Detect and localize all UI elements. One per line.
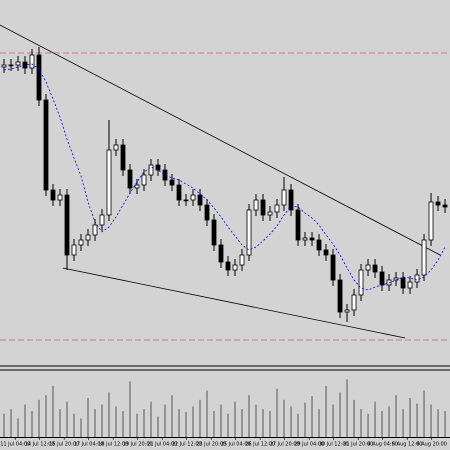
candle-body: [330, 254, 336, 281]
x-tick-label: 6 Aug 20:00: [416, 442, 447, 448]
candle-body: [218, 244, 224, 263]
x-tick-label: 15 Jul 20:00: [49, 442, 79, 448]
candle-body: [36, 54, 42, 101]
candle-body: [274, 204, 280, 213]
candle-body: [8, 64, 14, 67]
candle-body: [344, 309, 350, 313]
candle-body: [386, 279, 392, 286]
candle-body: [442, 204, 448, 208]
candle-body: [400, 277, 406, 289]
candle-body: [190, 194, 196, 201]
candle-body: [337, 279, 343, 313]
candle-body: [29, 54, 35, 69]
x-tick-label: 11 Jul 04:00: [0, 442, 30, 448]
moving-average: [3, 63, 446, 291]
candle-body: [78, 239, 84, 246]
candle-body: [253, 199, 259, 211]
x-tick-label: 19 Jul 20:00: [123, 442, 153, 448]
candle-body: [414, 274, 420, 283]
candle-body: [407, 281, 413, 289]
x-tick-label: 29 Jul 04:00: [294, 442, 324, 448]
candle-body: [43, 99, 49, 191]
candle-body: [267, 211, 273, 216]
candle-body: [281, 189, 287, 206]
candle-body: [71, 244, 77, 256]
trendline: [0, 24, 441, 256]
candle-body: [309, 237, 315, 241]
candle-body: [162, 169, 168, 181]
candle-body: [92, 224, 98, 236]
x-tick-label: 27 Jul 20:00: [270, 442, 300, 448]
candle-body: [148, 164, 154, 176]
candle-body: [1, 64, 7, 68]
candle-body: [365, 264, 371, 271]
x-tick-label: 23 Jul 20:00: [196, 442, 226, 448]
candle-body: [113, 144, 119, 151]
candle-body: [246, 209, 252, 256]
candle-body: [323, 249, 329, 256]
x-tick-label: 30 Jul 12:00: [319, 442, 349, 448]
trendline: [62, 267, 406, 339]
candle-body: [176, 184, 182, 201]
candle-body: [428, 201, 434, 241]
x-tick-label: 21 Jul 04:00: [147, 442, 177, 448]
x-tick-label: 26 Jul 12:00: [245, 442, 275, 448]
candle-body: [106, 149, 112, 216]
x-tick-label: 17 Jul 04:00: [74, 442, 104, 448]
x-tick-label: 22 Jul 12:00: [172, 442, 202, 448]
candle-body: [379, 271, 385, 286]
candle-body: [358, 269, 364, 296]
candle-body: [169, 179, 175, 186]
candle-body: [127, 169, 133, 189]
candle-body: [134, 184, 140, 189]
candle-body: [421, 239, 427, 276]
candle-body: [372, 264, 378, 273]
candle-body: [302, 237, 308, 241]
candle-body: [64, 194, 70, 256]
candle-body: [50, 189, 56, 201]
candle-body: [435, 201, 441, 206]
x-tick-label: 31 Jul 20:00: [343, 442, 373, 448]
candle-body: [295, 209, 301, 241]
candle-body: [155, 164, 161, 171]
candle-body: [85, 234, 91, 241]
x-tick-label: 4 Aug 04:00: [367, 442, 398, 448]
candle-body: [288, 189, 294, 211]
candle-body: [120, 144, 126, 171]
candle-body: [183, 199, 189, 202]
x-tick-label: 25 Jul 04:00: [221, 442, 251, 448]
candle-body: [225, 261, 231, 271]
candle-body: [204, 204, 210, 221]
candle-body: [211, 219, 217, 246]
candle-body: [232, 264, 238, 271]
candle-body: [197, 194, 203, 206]
x-tick-label: 5 Aug 12:00: [392, 442, 423, 448]
candle-body: [99, 214, 105, 226]
candle-body: [260, 199, 266, 216]
candle-body: [57, 194, 63, 201]
candle-body: [141, 174, 147, 186]
candle-body: [351, 294, 357, 311]
candle-body: [316, 239, 322, 251]
candle-body: [15, 61, 21, 66]
x-tick-label: 14 Jul 12:00: [25, 442, 55, 448]
candle-body: [239, 254, 245, 266]
x-tick-label: 18 Jul 12:00: [98, 442, 128, 448]
